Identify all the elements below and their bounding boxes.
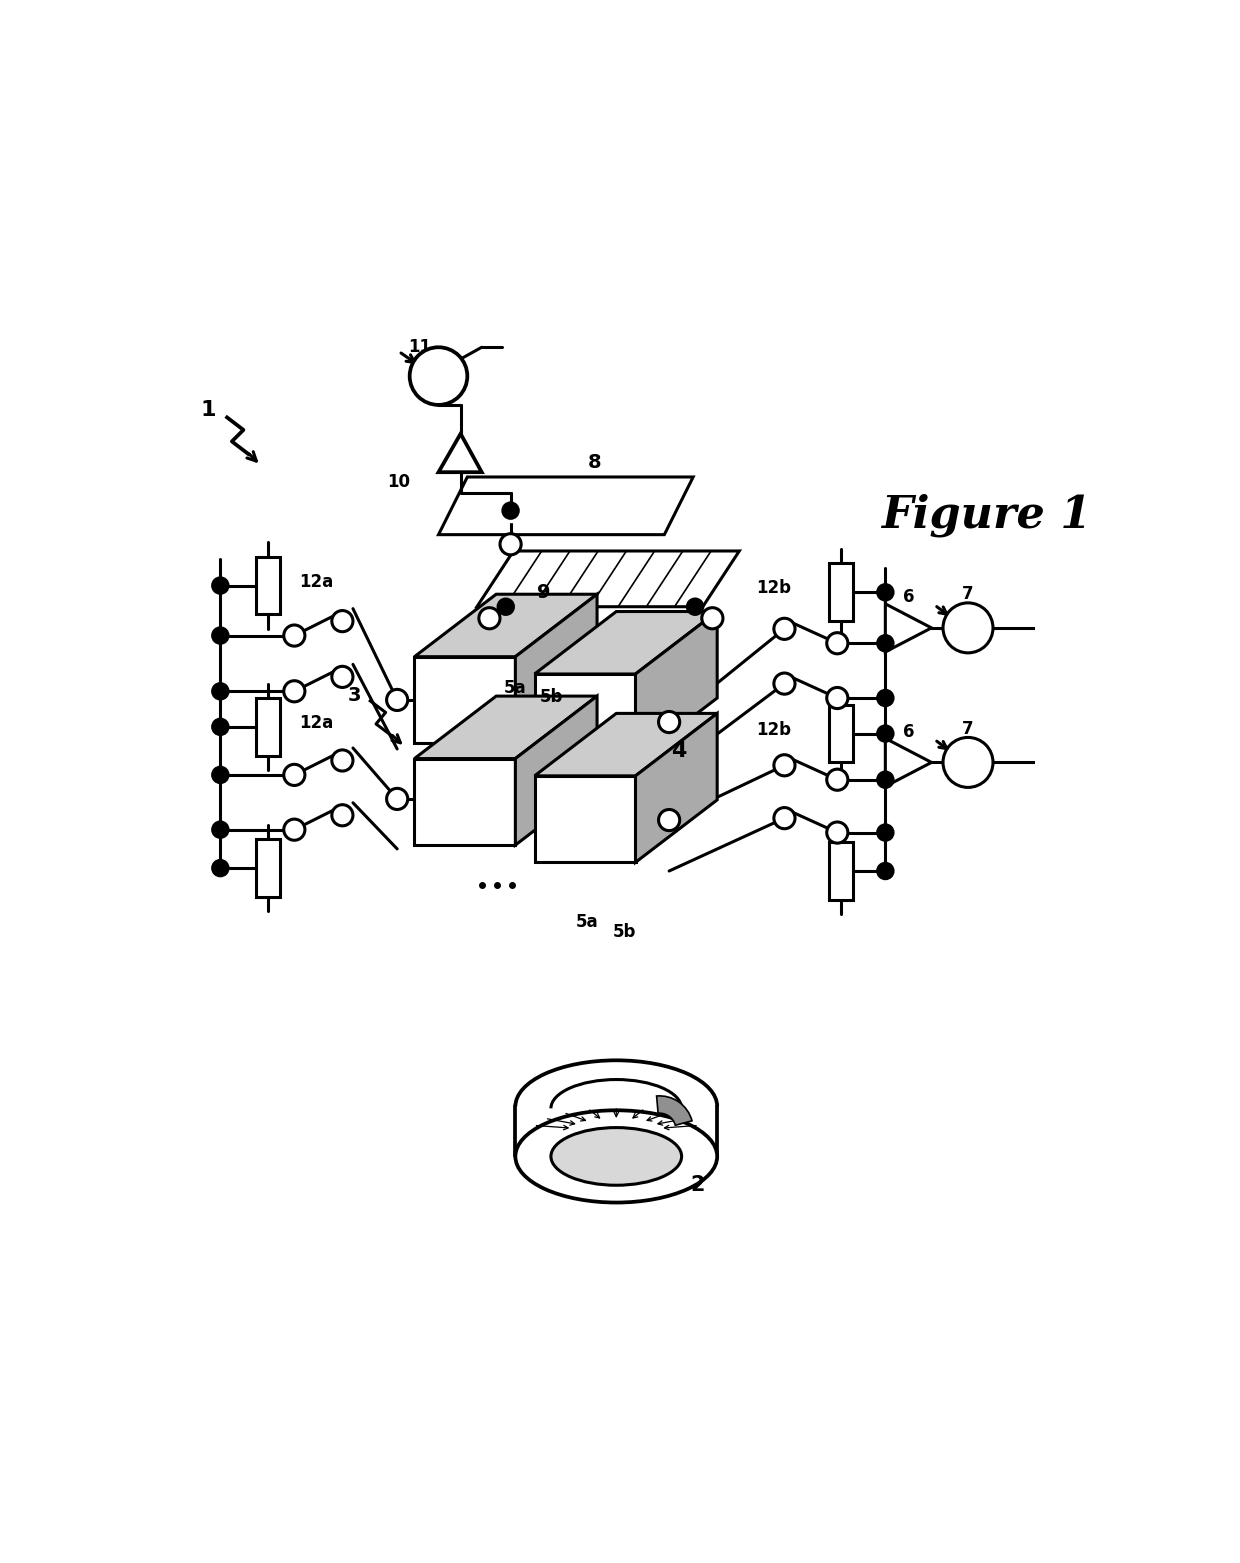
Polygon shape bbox=[534, 713, 717, 775]
Circle shape bbox=[774, 808, 795, 828]
Circle shape bbox=[774, 755, 795, 775]
Circle shape bbox=[213, 767, 228, 783]
Circle shape bbox=[332, 805, 353, 825]
Ellipse shape bbox=[551, 1127, 682, 1185]
Circle shape bbox=[387, 689, 408, 711]
Circle shape bbox=[878, 691, 893, 706]
Text: 12b: 12b bbox=[756, 580, 791, 597]
Text: 5a: 5a bbox=[577, 913, 599, 932]
Text: 12a: 12a bbox=[299, 714, 334, 731]
Circle shape bbox=[503, 503, 518, 519]
FancyBboxPatch shape bbox=[257, 556, 280, 614]
Ellipse shape bbox=[516, 1110, 717, 1202]
Circle shape bbox=[332, 750, 353, 771]
Circle shape bbox=[942, 738, 993, 788]
Text: 4: 4 bbox=[671, 741, 687, 761]
Text: 7: 7 bbox=[962, 585, 973, 603]
Circle shape bbox=[774, 674, 795, 694]
Polygon shape bbox=[414, 594, 596, 656]
Polygon shape bbox=[534, 775, 635, 863]
Circle shape bbox=[658, 711, 680, 733]
Polygon shape bbox=[635, 611, 717, 761]
Text: 3: 3 bbox=[348, 686, 362, 705]
Circle shape bbox=[878, 863, 893, 878]
Text: Figure 1: Figure 1 bbox=[882, 494, 1091, 538]
Polygon shape bbox=[516, 696, 596, 846]
Wedge shape bbox=[657, 1096, 692, 1125]
FancyBboxPatch shape bbox=[830, 564, 853, 621]
Circle shape bbox=[878, 825, 893, 841]
Circle shape bbox=[702, 608, 723, 628]
FancyBboxPatch shape bbox=[257, 699, 280, 755]
Circle shape bbox=[878, 585, 893, 600]
Circle shape bbox=[409, 347, 467, 405]
Text: 6: 6 bbox=[903, 588, 914, 606]
Circle shape bbox=[687, 599, 703, 614]
Polygon shape bbox=[414, 696, 596, 758]
Circle shape bbox=[332, 666, 353, 688]
Text: 8: 8 bbox=[588, 453, 601, 472]
Polygon shape bbox=[534, 674, 635, 761]
Text: 10: 10 bbox=[388, 472, 410, 491]
Circle shape bbox=[827, 822, 848, 842]
Circle shape bbox=[213, 578, 228, 594]
FancyBboxPatch shape bbox=[257, 839, 280, 897]
Circle shape bbox=[878, 636, 893, 650]
FancyBboxPatch shape bbox=[830, 842, 853, 900]
Text: 5a: 5a bbox=[505, 680, 527, 697]
Text: 1: 1 bbox=[200, 400, 216, 420]
Circle shape bbox=[942, 603, 993, 653]
Polygon shape bbox=[635, 713, 717, 863]
Circle shape bbox=[213, 719, 228, 735]
Polygon shape bbox=[477, 552, 739, 606]
Polygon shape bbox=[885, 738, 931, 786]
Circle shape bbox=[213, 628, 228, 644]
Circle shape bbox=[479, 608, 500, 628]
Circle shape bbox=[213, 860, 228, 875]
Circle shape bbox=[213, 683, 228, 699]
Text: 7: 7 bbox=[962, 721, 973, 738]
Polygon shape bbox=[439, 477, 693, 535]
Circle shape bbox=[332, 611, 353, 631]
Polygon shape bbox=[414, 656, 516, 742]
Circle shape bbox=[878, 772, 893, 788]
Circle shape bbox=[774, 619, 795, 639]
Circle shape bbox=[827, 688, 848, 708]
Circle shape bbox=[827, 769, 848, 791]
Circle shape bbox=[284, 625, 305, 646]
Text: 5b: 5b bbox=[613, 922, 636, 941]
Text: 11: 11 bbox=[408, 338, 430, 356]
Text: 2: 2 bbox=[691, 1175, 706, 1196]
Text: 5b: 5b bbox=[541, 688, 564, 706]
Circle shape bbox=[878, 725, 893, 741]
Text: 12a: 12a bbox=[299, 572, 334, 591]
Polygon shape bbox=[439, 435, 481, 472]
Polygon shape bbox=[534, 611, 717, 674]
Circle shape bbox=[500, 533, 521, 555]
Circle shape bbox=[284, 819, 305, 841]
Circle shape bbox=[658, 810, 680, 830]
Polygon shape bbox=[414, 758, 516, 846]
Circle shape bbox=[284, 764, 305, 786]
Polygon shape bbox=[516, 594, 596, 742]
FancyBboxPatch shape bbox=[830, 705, 853, 763]
Circle shape bbox=[284, 681, 305, 702]
Circle shape bbox=[213, 822, 228, 838]
Text: 12b: 12b bbox=[756, 721, 791, 739]
Circle shape bbox=[498, 599, 513, 614]
Text: 6: 6 bbox=[903, 722, 914, 741]
Circle shape bbox=[387, 788, 408, 810]
Polygon shape bbox=[885, 603, 931, 652]
Circle shape bbox=[827, 633, 848, 653]
Text: 9: 9 bbox=[537, 583, 551, 602]
